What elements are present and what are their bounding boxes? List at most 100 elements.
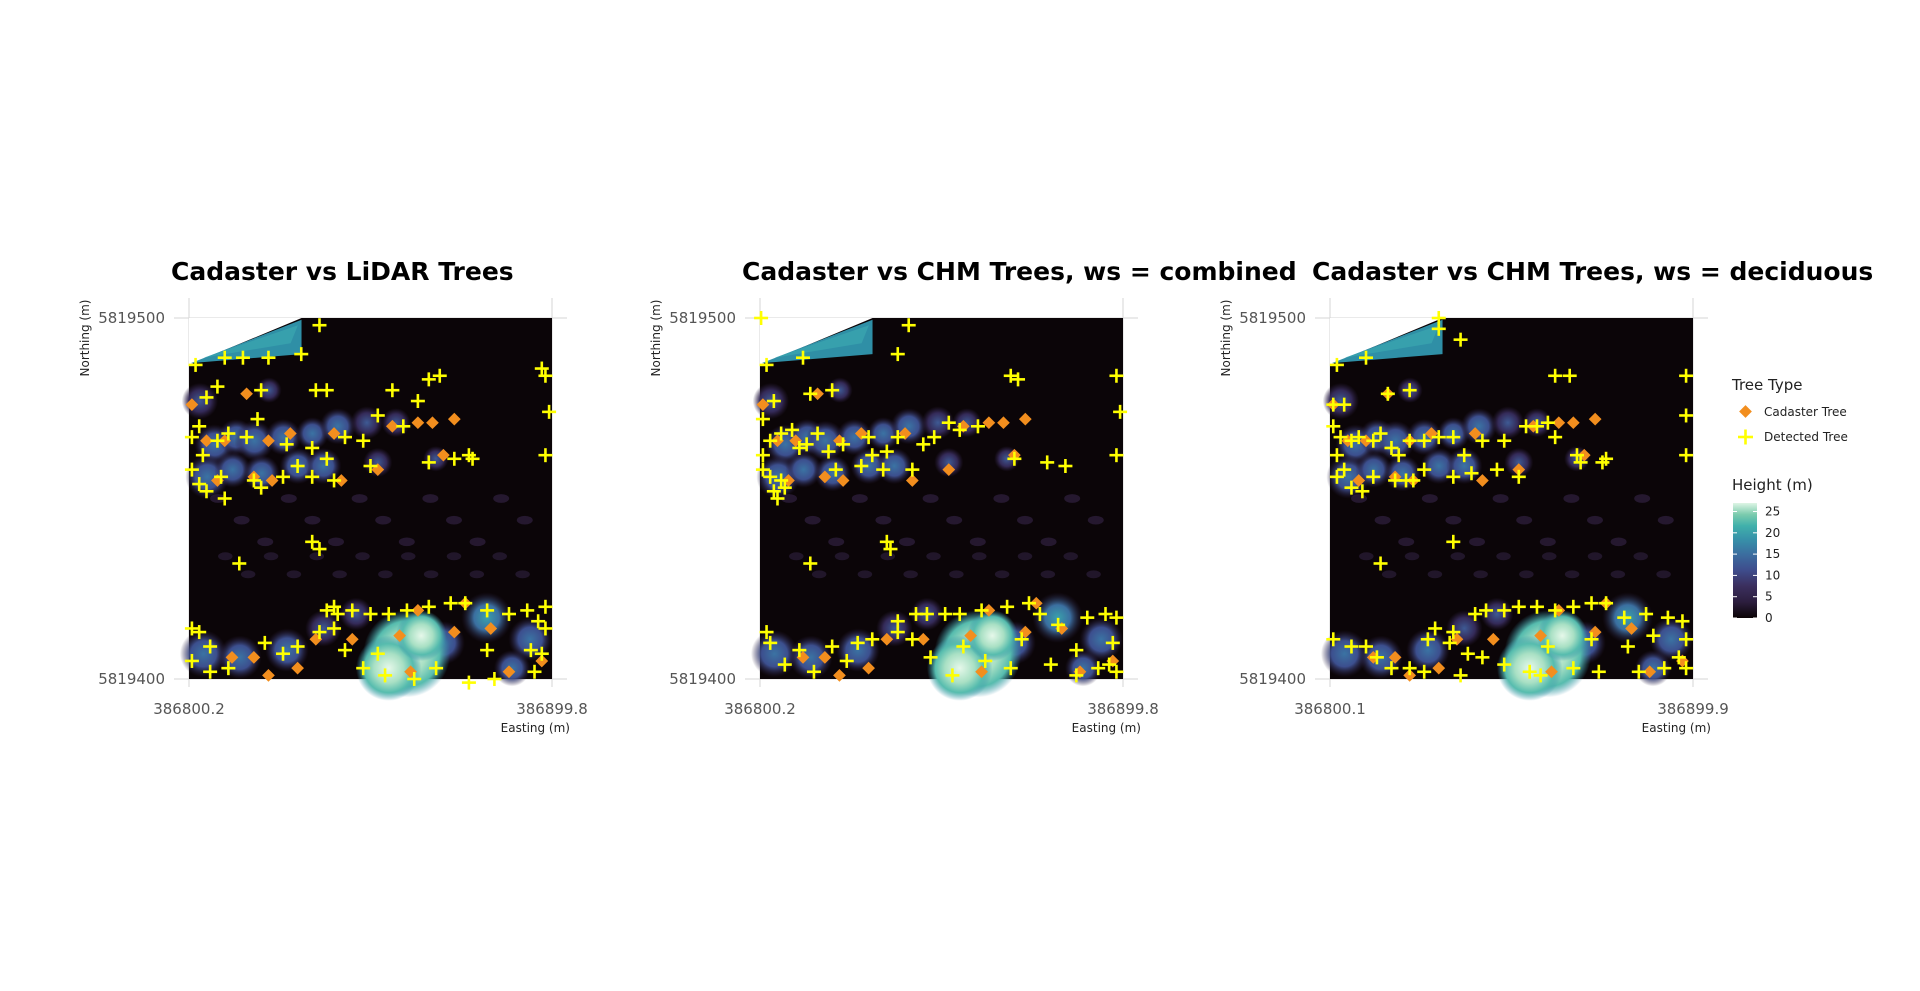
detected-tree-point <box>978 653 993 668</box>
detected-tree-point <box>254 383 269 398</box>
x-tick-label-left: 386800.2 <box>153 700 225 718</box>
detected-tree-point <box>1446 469 1461 484</box>
detected-tree-point <box>443 596 458 611</box>
detected-tree-point <box>1475 433 1490 448</box>
detected-tree-point <box>192 625 207 640</box>
detected-tree-point <box>1326 419 1341 434</box>
detected-tree-point <box>828 462 843 477</box>
x-axis-label: Easting (m) <box>501 721 570 735</box>
detected-tree-point <box>876 462 891 477</box>
detected-tree-point <box>399 603 414 618</box>
detected-tree-point <box>1051 617 1066 632</box>
detected-tree-point <box>1366 433 1381 448</box>
chm-raster <box>750 318 1123 701</box>
detected-tree-point <box>232 556 247 571</box>
detected-tree-point <box>861 430 876 445</box>
colorbar-tick-label: 0 <box>1765 611 1773 625</box>
detected-tree-point <box>1366 469 1381 484</box>
detected-tree-point <box>1497 603 1512 618</box>
detected-tree-point <box>777 480 792 495</box>
detected-tree-point <box>883 542 898 557</box>
detected-tree-point <box>421 455 436 470</box>
detected-tree-point <box>1453 332 1468 347</box>
detected-tree-point <box>1373 426 1388 441</box>
detected-tree-point <box>337 430 352 445</box>
detected-tree-point <box>970 419 985 434</box>
detected-tree-point <box>257 635 272 650</box>
detected-tree-point <box>1417 433 1432 448</box>
detected-tree-point <box>1591 664 1606 679</box>
detected-tree-point <box>1391 448 1406 463</box>
detected-tree-point <box>538 368 553 383</box>
chart-title: Cadaster vs CHM Trees, ws = deciduous <box>1312 257 1873 286</box>
detected-tree-point <box>759 357 774 372</box>
y-tick-label-bottom: 5819400 <box>98 670 165 688</box>
detected-tree-point <box>1069 668 1084 683</box>
detected-tree-point <box>1040 455 1055 470</box>
detected-tree-point <box>905 632 920 647</box>
detected-tree-series <box>1326 311 1694 683</box>
detected-tree-point <box>1540 415 1555 430</box>
detected-tree-point <box>890 625 905 640</box>
detected-tree-point <box>1014 632 1029 647</box>
detected-tree-point <box>1329 469 1344 484</box>
detected-tree-point <box>1069 643 1084 658</box>
detected-tree-point <box>1007 451 1022 466</box>
chm-raster <box>1320 318 1693 701</box>
detected-tree-point <box>1369 650 1384 665</box>
legend-tree-type-title: Tree Type <box>1731 376 1802 394</box>
detected-tree-point <box>810 426 825 441</box>
detected-tree-point <box>184 430 199 445</box>
detected-tree-point <box>531 614 546 629</box>
detected-tree-point <box>941 415 956 430</box>
x-axis-label: Easting (m) <box>1072 721 1141 735</box>
detected-tree-point <box>305 440 320 455</box>
detected-tree-point <box>879 444 894 459</box>
chm-raster <box>179 318 552 701</box>
detected-tree-point <box>1468 607 1483 622</box>
detected-tree-point <box>1420 632 1435 647</box>
chart-panel-1: 5819500 5819400 386800.2 386899.8 Easting (m… <box>78 257 588 735</box>
detected-tree-point <box>312 542 327 557</box>
colorbar-tick-label: 25 <box>1765 505 1780 519</box>
detected-tree-point <box>1639 607 1654 622</box>
cadaster-tree-point <box>447 412 461 426</box>
detected-tree-point <box>1109 664 1124 679</box>
detected-tree-point <box>890 430 905 445</box>
detected-tree-point <box>319 383 334 398</box>
detected-tree-point <box>1584 632 1599 647</box>
detected-tree-point <box>1384 661 1399 676</box>
detected-tree-point <box>1671 650 1686 665</box>
detected-tree-point <box>534 646 549 661</box>
detected-tree-point <box>410 394 425 409</box>
detected-tree-point <box>327 473 342 488</box>
detected-tree-point <box>1428 621 1443 636</box>
detected-tree-point <box>792 440 807 455</box>
detected-tree-point <box>854 459 869 474</box>
detected-tree-point <box>363 459 378 474</box>
detected-tree-point <box>370 646 385 661</box>
detected-tree-point <box>1679 408 1694 423</box>
detected-tree-point <box>916 437 931 452</box>
detected-tree-point <box>276 646 291 661</box>
detected-tree-point <box>1573 455 1588 470</box>
detected-tree-point <box>825 639 840 654</box>
detected-tree-point <box>356 661 371 676</box>
detected-tree-point <box>192 477 207 492</box>
detected-tree-point <box>199 390 214 405</box>
detected-tree-point <box>927 430 942 445</box>
detected-tree-point <box>1329 357 1344 372</box>
detected-tree-point <box>1431 311 1446 325</box>
detected-tree-point <box>1660 610 1675 625</box>
detected-tree-point <box>203 664 218 679</box>
detected-tree-point <box>214 469 229 484</box>
detected-tree-point <box>825 383 840 398</box>
cadaster-tree-point <box>262 434 275 448</box>
detected-tree-point <box>254 480 269 495</box>
detected-tree-point <box>1548 603 1563 618</box>
detected-tree-point <box>1326 632 1341 647</box>
detected-tree-point <box>1569 448 1584 463</box>
detected-tree-point <box>432 368 447 383</box>
x-tick-label-left: 386800.2 <box>724 700 796 718</box>
detected-tree-point <box>777 657 792 672</box>
